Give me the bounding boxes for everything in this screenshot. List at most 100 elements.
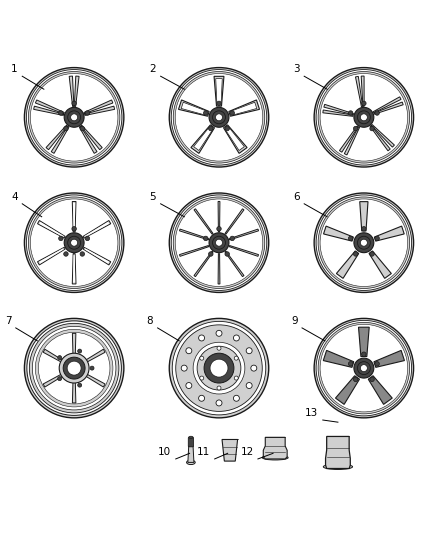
Circle shape bbox=[354, 358, 374, 378]
Circle shape bbox=[316, 320, 412, 416]
Polygon shape bbox=[181, 102, 207, 115]
Circle shape bbox=[67, 236, 81, 249]
Circle shape bbox=[314, 193, 413, 293]
Polygon shape bbox=[371, 125, 395, 147]
Circle shape bbox=[172, 321, 266, 415]
Circle shape bbox=[27, 321, 121, 415]
Circle shape bbox=[28, 71, 120, 163]
Circle shape bbox=[210, 359, 228, 377]
Polygon shape bbox=[360, 201, 368, 231]
Circle shape bbox=[32, 201, 116, 285]
Circle shape bbox=[169, 318, 269, 418]
Circle shape bbox=[314, 318, 413, 418]
Circle shape bbox=[78, 383, 81, 387]
Circle shape bbox=[360, 114, 367, 121]
Circle shape bbox=[80, 126, 85, 131]
Text: 9: 9 bbox=[291, 316, 298, 326]
Circle shape bbox=[169, 68, 269, 167]
Circle shape bbox=[233, 335, 240, 341]
Polygon shape bbox=[356, 76, 363, 107]
Circle shape bbox=[246, 383, 252, 389]
Circle shape bbox=[193, 342, 245, 394]
Polygon shape bbox=[73, 255, 75, 282]
Circle shape bbox=[348, 236, 353, 241]
Circle shape bbox=[322, 201, 406, 285]
Circle shape bbox=[38, 332, 110, 404]
Text: 13: 13 bbox=[305, 408, 318, 418]
Text: 6: 6 bbox=[293, 192, 300, 201]
Polygon shape bbox=[72, 379, 76, 403]
Polygon shape bbox=[39, 248, 64, 263]
Circle shape bbox=[32, 76, 116, 159]
Circle shape bbox=[251, 365, 257, 371]
Circle shape bbox=[217, 386, 221, 390]
Circle shape bbox=[316, 195, 412, 290]
Circle shape bbox=[230, 236, 234, 241]
Circle shape bbox=[78, 349, 81, 353]
Circle shape bbox=[169, 193, 269, 293]
Polygon shape bbox=[324, 104, 353, 115]
Circle shape bbox=[360, 239, 367, 246]
Circle shape bbox=[177, 201, 261, 285]
Circle shape bbox=[25, 68, 124, 167]
Circle shape bbox=[204, 236, 208, 241]
Circle shape bbox=[217, 101, 221, 106]
Polygon shape bbox=[323, 350, 354, 367]
Polygon shape bbox=[194, 251, 213, 277]
Circle shape bbox=[362, 227, 366, 231]
Circle shape bbox=[348, 361, 353, 366]
Polygon shape bbox=[79, 126, 97, 154]
Text: 8: 8 bbox=[147, 316, 153, 326]
Polygon shape bbox=[83, 373, 105, 387]
Text: 7: 7 bbox=[5, 316, 11, 326]
Circle shape bbox=[198, 395, 205, 401]
Polygon shape bbox=[194, 209, 213, 234]
Polygon shape bbox=[180, 246, 209, 256]
Circle shape bbox=[64, 252, 68, 256]
Circle shape bbox=[353, 252, 358, 256]
Circle shape bbox=[360, 365, 367, 372]
Circle shape bbox=[225, 252, 230, 256]
Polygon shape bbox=[370, 126, 390, 151]
Polygon shape bbox=[263, 437, 287, 459]
Polygon shape bbox=[229, 229, 258, 240]
Circle shape bbox=[318, 322, 410, 414]
Circle shape bbox=[357, 362, 371, 375]
Polygon shape bbox=[374, 102, 403, 114]
Circle shape bbox=[370, 126, 374, 131]
Circle shape bbox=[177, 76, 261, 159]
Circle shape bbox=[90, 366, 94, 370]
Circle shape bbox=[314, 68, 413, 167]
Polygon shape bbox=[369, 251, 391, 278]
Circle shape bbox=[176, 325, 262, 411]
Ellipse shape bbox=[262, 455, 288, 460]
Circle shape bbox=[173, 71, 265, 163]
Polygon shape bbox=[218, 254, 220, 284]
Circle shape bbox=[30, 74, 118, 161]
Circle shape bbox=[175, 74, 263, 161]
Text: 11: 11 bbox=[197, 447, 210, 457]
Circle shape bbox=[320, 74, 408, 161]
Polygon shape bbox=[374, 350, 404, 367]
Circle shape bbox=[58, 356, 62, 360]
Polygon shape bbox=[231, 102, 257, 115]
Circle shape bbox=[204, 111, 208, 115]
Circle shape bbox=[64, 107, 84, 127]
Circle shape bbox=[64, 126, 68, 131]
Circle shape bbox=[59, 236, 63, 241]
Circle shape bbox=[197, 346, 241, 390]
Text: 12: 12 bbox=[240, 447, 254, 457]
Circle shape bbox=[357, 236, 371, 249]
Circle shape bbox=[375, 236, 379, 241]
Circle shape bbox=[318, 71, 410, 163]
Circle shape bbox=[29, 324, 119, 413]
Circle shape bbox=[215, 239, 223, 246]
Polygon shape bbox=[188, 446, 194, 463]
Polygon shape bbox=[361, 76, 364, 107]
Circle shape bbox=[85, 111, 90, 115]
Circle shape bbox=[63, 357, 85, 379]
Polygon shape bbox=[336, 376, 360, 405]
Polygon shape bbox=[368, 376, 392, 405]
Polygon shape bbox=[218, 201, 220, 232]
Circle shape bbox=[217, 227, 221, 231]
